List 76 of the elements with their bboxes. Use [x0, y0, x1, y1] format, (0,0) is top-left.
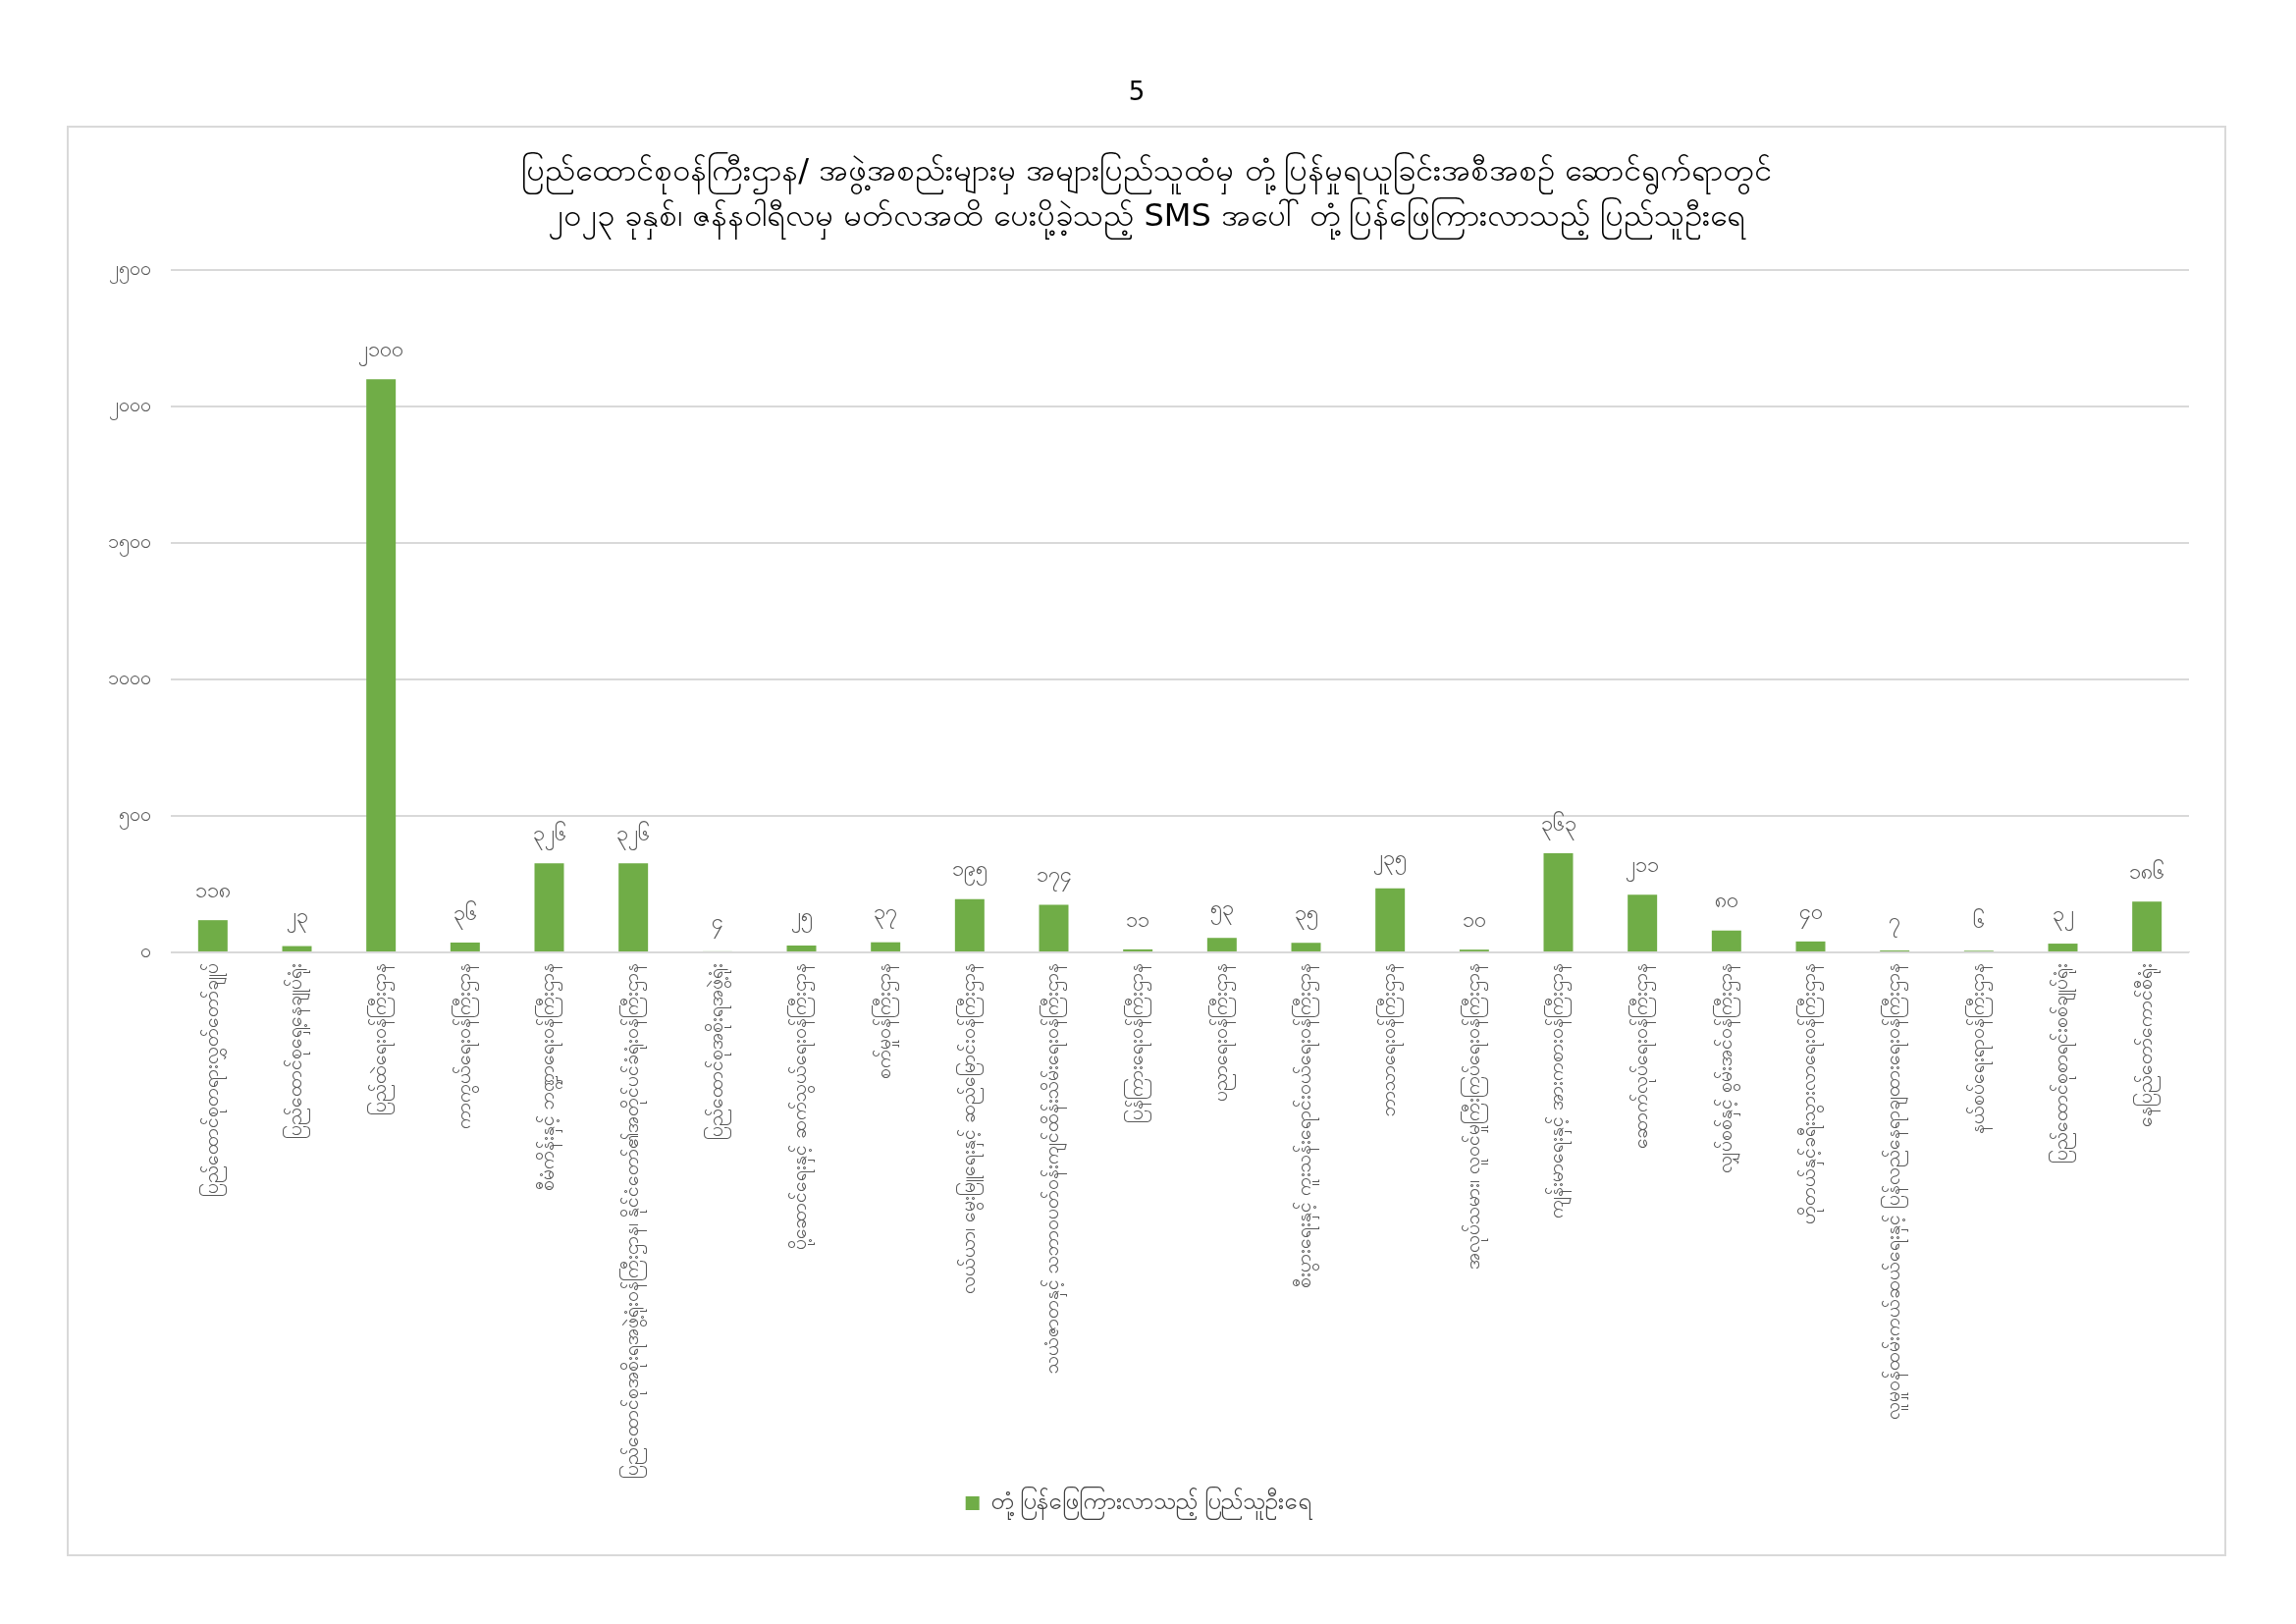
- y-tick-label: ၁၀၀၀: [108, 665, 151, 689]
- x-tick-label: လျှပ်စစ်နှင့် စွမ်းအင်ဝန်ကြီးဌာန: [1712, 962, 1740, 1173]
- bar: [534, 863, 564, 951]
- bar: [450, 942, 480, 951]
- x-tick-label: ပြည်ထောင်စုစာရင်းစစ်ချုပ်ရုံး: [2049, 962, 2077, 1164]
- bar: [871, 942, 901, 951]
- bar: [282, 946, 312, 951]
- x-tick-label: ကာကွယ်ရေးဝန်ကြီးဌာန: [451, 962, 479, 1129]
- x-tick-label: ပို့ဆောင်ရေးနှင့် ဆက်သွယ်ရေးဝန်ကြီးဌာန: [787, 962, 816, 1250]
- data-label: ၂၅: [790, 902, 813, 933]
- y-tick-label: ၅၀၀: [119, 801, 151, 830]
- data-label: ၂၃: [286, 903, 308, 934]
- x-tick-label: ကျန်းမာရေးနှင့် အားကစားဝန်ကြီးဌာန: [1544, 962, 1573, 1218]
- bar: [1795, 941, 1826, 951]
- bar: [1123, 948, 1153, 951]
- data-label: ၃၆၃: [1540, 810, 1576, 840]
- bar: [1628, 894, 1658, 951]
- x-tick-label: လယ်ယာ၊ မွေးမြူရေးနှင့် ဆည်မြောင်းဝန်ကြီးဌာန: [955, 962, 984, 1294]
- x-tick-label: ဟိုတယ်နှင့်ခရီးသွားလာရေးဝန်ကြီးဌာန: [1796, 962, 1825, 1224]
- data-label: ၅၃: [1209, 894, 1234, 925]
- data-label: ၁၀: [1462, 906, 1486, 932]
- bar: [1711, 930, 1741, 951]
- x-tick-label: လူမှုဝန်ထမ်းကယ်ဆယ်ရေးနှင့် ပြန်လည်နေရာချထားရေးဝန်ကြီးဌာန: [1881, 962, 1909, 1420]
- data-label: ၈၀: [1714, 888, 1738, 913]
- x-tick-label: နယ်စပ်ရေးရာဝန်ကြီးဌာန: [1964, 962, 1993, 1134]
- x-tick-label: စီမံကိန်းနှင့် ဘဏ္ဍာရေးဝန်ကြီးဌာန: [535, 962, 563, 1191]
- data-label: ၂၁၁: [1626, 851, 1660, 882]
- bar: [1206, 938, 1237, 951]
- x-tick-label: ပညာရေးဝန်ကြီးဌာန: [1207, 962, 1236, 1102]
- data-label: ၁၇၄: [1036, 862, 1072, 893]
- bar: [618, 863, 649, 951]
- bar: [2048, 943, 2078, 951]
- text: 5: [1128, 77, 1146, 106]
- bar: [197, 919, 228, 951]
- x-tick-label: ပြည်ထောင်စုတရားလွှတ်တော်ချုပ်: [198, 962, 227, 1197]
- bar: [1543, 852, 1574, 951]
- data-label: ၃၂၆: [616, 820, 651, 850]
- x-tick-label: စက်မှုဝန်ကြီးဌာန: [872, 962, 900, 1079]
- y-tick-label: ၀: [140, 938, 151, 962]
- data-label: ၄၀: [1798, 898, 1823, 929]
- data-label: ၁၉၅: [951, 856, 988, 887]
- x-tick-label: စီးပွားရေးနှင့် ကူးသန်းရောင်းဝယ်ရေးဝန်ကြီးဌာန: [1292, 962, 1320, 1288]
- y-tick-label: ၂၅၀၀: [109, 255, 151, 284]
- x-tick-label: ပြန်ကြားရေးဝန်ကြီးဌာန: [1124, 962, 1152, 1123]
- x-tick-label: ပြည်ထောင်စုအစိုးရအဖွဲ့ရုံးဝန်ကြီးဌာန၊ နိုင်ငံတော်၏အတိုင်ပင်ခံရုံးဝန်ကြီးဌာန: [619, 962, 648, 1479]
- bar: [2132, 901, 2163, 951]
- data-label: ၃၇: [874, 899, 898, 930]
- data-label: ၁၈၆: [2129, 858, 2165, 884]
- data-label: ၆: [1972, 907, 1985, 933]
- x-tick-label: ပြည်ထောင်စုအစိုးရအဖွဲ့ရုံး: [703, 962, 731, 1140]
- data-label: ၃၂: [2052, 900, 2074, 931]
- y-tick-label: ၁၅၀၀: [108, 528, 151, 557]
- x-tick-label: နေပြည်တော်ကောင်စီရုံး: [2133, 962, 2162, 1127]
- x-tick-label: ဘာသာရေးဝန်ကြီးဌာန: [1376, 962, 1405, 1116]
- data-label: ၃၆: [453, 899, 477, 930]
- data-label: ၇: [1889, 907, 1901, 938]
- data-label: ၂၃၅: [1373, 845, 1408, 876]
- data-label: ၂၁၀၀: [358, 336, 404, 366]
- data-label: ၄: [711, 908, 723, 939]
- y-tick-label: ၂၀၀၀: [109, 392, 151, 420]
- legend-label: တုံ့ပြန်ဖြေကြားလာသည့် ပြည်သူဦးရေ: [990, 1486, 1313, 1521]
- data-label: ၃၅: [1294, 899, 1318, 930]
- x-tick-label: အလုပ်သမား၊ လူဝင်မှုကြီးကြပ်ရေးဝန်ကြီးဌာန: [1460, 962, 1488, 1270]
- bar: [954, 898, 985, 951]
- data-label: ၃၂၆: [532, 820, 566, 850]
- data-label: ၁၁၈: [194, 877, 231, 902]
- bar: [1039, 904, 1069, 951]
- bar: [1291, 943, 1321, 951]
- x-tick-label: သယံဇာတနှင့် သဘာဝပတ်ဝန်းကျင်ထိန်းသိမ်းရေးဝန်ကြီးဌာန: [1040, 962, 1068, 1374]
- x-tick-label: ဆောက်လုပ်ရေးဝန်ကြီးဌာန: [1629, 962, 1657, 1149]
- x-tick-label: ပြည်ထောင်စုရှေ့နေချုပ်ရုံး: [283, 962, 311, 1139]
- bar: [366, 378, 397, 951]
- bar: [786, 945, 817, 951]
- x-tick-label: ပြည်ထဲရေးဝန်ကြီးဌာန: [367, 962, 396, 1115]
- bar: [1375, 888, 1406, 951]
- data-label: ၁၁: [1126, 906, 1150, 932]
